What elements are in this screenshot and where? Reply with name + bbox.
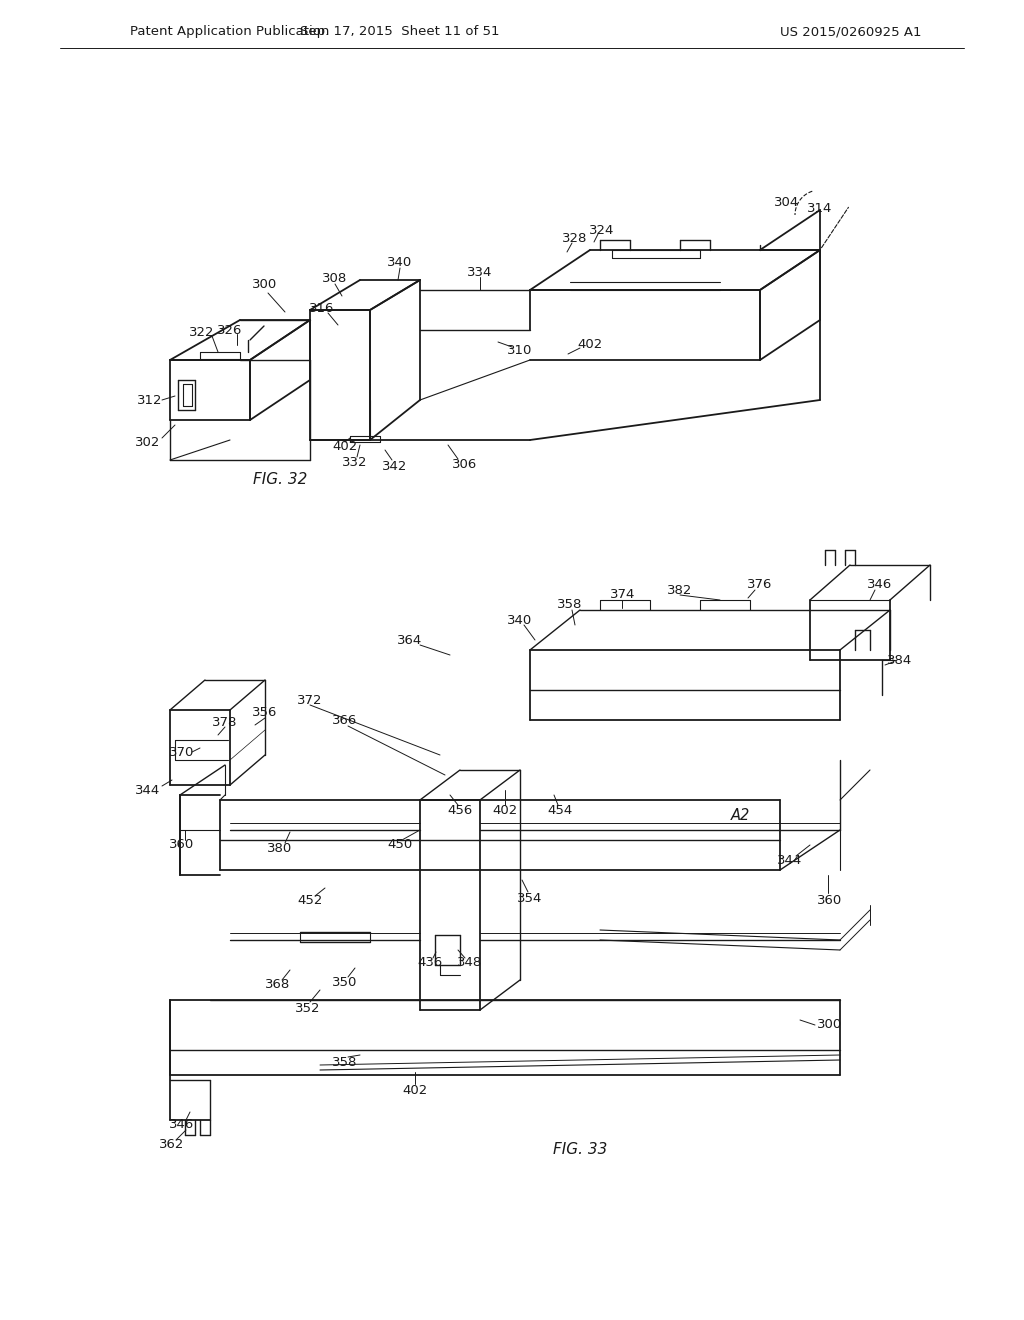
Text: 316: 316 xyxy=(309,301,335,314)
Text: Patent Application Publication: Patent Application Publication xyxy=(130,25,330,38)
Text: 358: 358 xyxy=(557,598,583,611)
Text: 348: 348 xyxy=(458,956,482,969)
Text: 340: 340 xyxy=(507,614,532,627)
Text: 324: 324 xyxy=(590,223,614,236)
Text: 310: 310 xyxy=(507,343,532,356)
Text: 380: 380 xyxy=(267,842,293,854)
Text: 360: 360 xyxy=(169,838,195,851)
Text: 456: 456 xyxy=(447,804,473,817)
Text: 450: 450 xyxy=(387,838,413,851)
Text: 322: 322 xyxy=(189,326,215,338)
Text: 374: 374 xyxy=(610,589,636,602)
Text: 312: 312 xyxy=(137,393,163,407)
Text: 402: 402 xyxy=(578,338,603,351)
Text: 308: 308 xyxy=(323,272,347,285)
Text: 452: 452 xyxy=(297,894,323,907)
Text: 326: 326 xyxy=(217,323,243,337)
Text: 382: 382 xyxy=(668,583,692,597)
Text: 340: 340 xyxy=(387,256,413,268)
Text: 314: 314 xyxy=(807,202,833,214)
Text: 376: 376 xyxy=(748,578,773,591)
Text: 344: 344 xyxy=(135,784,161,796)
Text: 402: 402 xyxy=(333,441,357,454)
Text: 356: 356 xyxy=(252,705,278,718)
Text: 328: 328 xyxy=(562,231,588,244)
Text: 342: 342 xyxy=(382,459,408,473)
Text: 354: 354 xyxy=(517,891,543,904)
Text: 334: 334 xyxy=(467,265,493,279)
Text: 366: 366 xyxy=(333,714,357,726)
Text: 306: 306 xyxy=(453,458,477,471)
Text: 300: 300 xyxy=(817,1019,843,1031)
Text: FIG. 32: FIG. 32 xyxy=(253,473,307,487)
Text: 362: 362 xyxy=(160,1138,184,1151)
Text: 346: 346 xyxy=(867,578,893,591)
Text: FIG. 33: FIG. 33 xyxy=(553,1143,607,1158)
Text: 360: 360 xyxy=(817,894,843,907)
Text: 370: 370 xyxy=(169,746,195,759)
Text: 358: 358 xyxy=(333,1056,357,1068)
Text: US 2015/0260925 A1: US 2015/0260925 A1 xyxy=(780,25,922,38)
Text: 384: 384 xyxy=(888,653,912,667)
Text: 302: 302 xyxy=(135,436,161,449)
Text: 300: 300 xyxy=(252,279,278,292)
Text: 364: 364 xyxy=(397,634,423,647)
Text: 378: 378 xyxy=(212,715,238,729)
Text: 402: 402 xyxy=(493,804,517,817)
Text: Sep. 17, 2015  Sheet 11 of 51: Sep. 17, 2015 Sheet 11 of 51 xyxy=(300,25,500,38)
Text: 332: 332 xyxy=(342,455,368,469)
Text: 346: 346 xyxy=(169,1118,195,1131)
Text: 304: 304 xyxy=(774,195,800,209)
Text: 372: 372 xyxy=(297,693,323,706)
Text: 402: 402 xyxy=(402,1084,428,1097)
Text: 350: 350 xyxy=(333,975,357,989)
Text: 436: 436 xyxy=(418,956,442,969)
Text: 368: 368 xyxy=(265,978,291,991)
Text: 454: 454 xyxy=(548,804,572,817)
Text: A2: A2 xyxy=(730,808,750,822)
Text: 344: 344 xyxy=(777,854,803,866)
Text: 352: 352 xyxy=(295,1002,321,1015)
